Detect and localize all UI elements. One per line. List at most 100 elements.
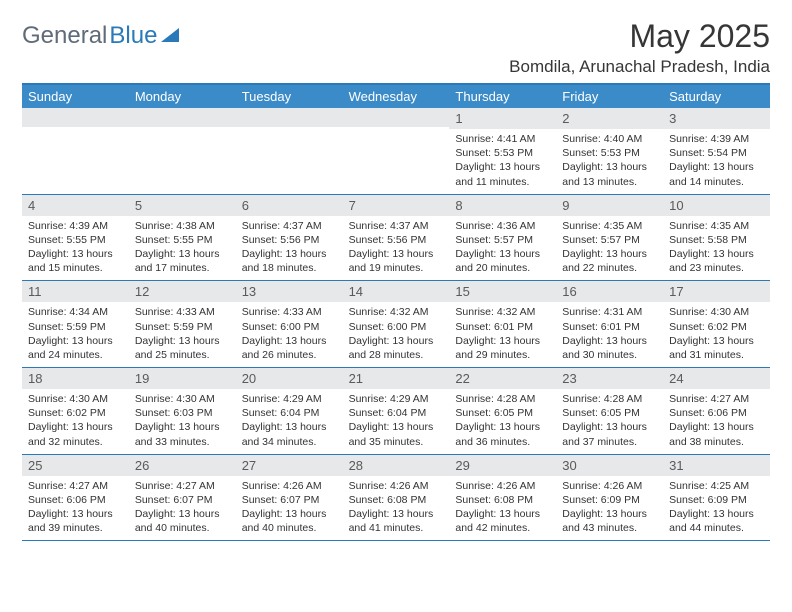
sunrise-text: Sunrise: 4:39 AM [669, 132, 764, 146]
day-number [129, 108, 236, 127]
daylight-text: Daylight: 13 hours and 22 minutes. [562, 247, 657, 275]
sunrise-text: Sunrise: 4:25 AM [669, 479, 764, 493]
sunset-text: Sunset: 6:00 PM [349, 320, 444, 334]
brand-part1: General [22, 22, 107, 50]
sunrise-text: Sunrise: 4:36 AM [455, 219, 550, 233]
day-cell: 27Sunrise: 4:26 AMSunset: 6:07 PMDayligh… [236, 455, 343, 541]
day-info: Sunrise: 4:26 AMSunset: 6:08 PMDaylight:… [449, 476, 556, 541]
sunrise-text: Sunrise: 4:34 AM [28, 305, 123, 319]
day-number: 7 [343, 195, 450, 216]
day-cell: 8Sunrise: 4:36 AMSunset: 5:57 PMDaylight… [449, 195, 556, 281]
weekday-label: Friday [556, 85, 663, 108]
daylight-text: Daylight: 13 hours and 24 minutes. [28, 334, 123, 362]
sunrise-text: Sunrise: 4:27 AM [669, 392, 764, 406]
sunrise-text: Sunrise: 4:26 AM [455, 479, 550, 493]
daylight-text: Daylight: 13 hours and 15 minutes. [28, 247, 123, 275]
week-row: 1Sunrise: 4:41 AMSunset: 5:53 PMDaylight… [22, 108, 770, 195]
daylight-text: Daylight: 13 hours and 26 minutes. [242, 334, 337, 362]
sunrise-text: Sunrise: 4:41 AM [455, 132, 550, 146]
weekday-header: Sunday Monday Tuesday Wednesday Thursday… [22, 85, 770, 108]
month-title: May 2025 [509, 18, 770, 55]
sunrise-text: Sunrise: 4:33 AM [242, 305, 337, 319]
day-cell: 22Sunrise: 4:28 AMSunset: 6:05 PMDayligh… [449, 368, 556, 454]
day-number: 16 [556, 281, 663, 302]
sunset-text: Sunset: 6:01 PM [562, 320, 657, 334]
day-info: Sunrise: 4:27 AMSunset: 6:06 PMDaylight:… [22, 476, 129, 541]
daylight-text: Daylight: 13 hours and 37 minutes. [562, 420, 657, 448]
sunrise-text: Sunrise: 4:38 AM [135, 219, 230, 233]
weekday-label: Thursday [449, 85, 556, 108]
sunrise-text: Sunrise: 4:35 AM [669, 219, 764, 233]
daylight-text: Daylight: 13 hours and 44 minutes. [669, 507, 764, 535]
day-cell: 3Sunrise: 4:39 AMSunset: 5:54 PMDaylight… [663, 108, 770, 194]
week-row: 18Sunrise: 4:30 AMSunset: 6:02 PMDayligh… [22, 368, 770, 455]
day-cell: 14Sunrise: 4:32 AMSunset: 6:00 PMDayligh… [343, 281, 450, 367]
sunset-text: Sunset: 5:53 PM [455, 146, 550, 160]
sunset-text: Sunset: 6:08 PM [455, 493, 550, 507]
sunrise-text: Sunrise: 4:29 AM [349, 392, 444, 406]
daylight-text: Daylight: 13 hours and 14 minutes. [669, 160, 764, 188]
day-number: 6 [236, 195, 343, 216]
day-cell: 4Sunrise: 4:39 AMSunset: 5:55 PMDaylight… [22, 195, 129, 281]
day-number: 3 [663, 108, 770, 129]
daylight-text: Daylight: 13 hours and 36 minutes. [455, 420, 550, 448]
day-cell: 20Sunrise: 4:29 AMSunset: 6:04 PMDayligh… [236, 368, 343, 454]
day-info: Sunrise: 4:36 AMSunset: 5:57 PMDaylight:… [449, 216, 556, 281]
sunset-text: Sunset: 6:05 PM [562, 406, 657, 420]
day-info: Sunrise: 4:40 AMSunset: 5:53 PMDaylight:… [556, 129, 663, 194]
sunset-text: Sunset: 6:02 PM [669, 320, 764, 334]
daylight-text: Daylight: 13 hours and 17 minutes. [135, 247, 230, 275]
day-info [236, 127, 343, 185]
day-cell: 23Sunrise: 4:28 AMSunset: 6:05 PMDayligh… [556, 368, 663, 454]
sunset-text: Sunset: 5:57 PM [562, 233, 657, 247]
day-number: 8 [449, 195, 556, 216]
day-info: Sunrise: 4:33 AMSunset: 5:59 PMDaylight:… [129, 302, 236, 367]
daylight-text: Daylight: 13 hours and 18 minutes. [242, 247, 337, 275]
sunset-text: Sunset: 5:59 PM [135, 320, 230, 334]
daylight-text: Daylight: 13 hours and 39 minutes. [28, 507, 123, 535]
sunrise-text: Sunrise: 4:30 AM [28, 392, 123, 406]
sunset-text: Sunset: 6:03 PM [135, 406, 230, 420]
day-number: 17 [663, 281, 770, 302]
day-number: 26 [129, 455, 236, 476]
sunrise-text: Sunrise: 4:27 AM [135, 479, 230, 493]
day-number: 19 [129, 368, 236, 389]
sunrise-text: Sunrise: 4:31 AM [562, 305, 657, 319]
day-info: Sunrise: 4:30 AMSunset: 6:02 PMDaylight:… [22, 389, 129, 454]
weekday-label: Tuesday [236, 85, 343, 108]
day-number: 2 [556, 108, 663, 129]
sunrise-text: Sunrise: 4:28 AM [562, 392, 657, 406]
sunrise-text: Sunrise: 4:32 AM [349, 305, 444, 319]
location-label: Bomdila, Arunachal Pradesh, India [509, 57, 770, 77]
day-info: Sunrise: 4:39 AMSunset: 5:54 PMDaylight:… [663, 129, 770, 194]
day-info: Sunrise: 4:38 AMSunset: 5:55 PMDaylight:… [129, 216, 236, 281]
daylight-text: Daylight: 13 hours and 38 minutes. [669, 420, 764, 448]
title-block: May 2025 Bomdila, Arunachal Pradesh, Ind… [509, 18, 770, 77]
day-number: 28 [343, 455, 450, 476]
day-cell: 19Sunrise: 4:30 AMSunset: 6:03 PMDayligh… [129, 368, 236, 454]
day-number: 30 [556, 455, 663, 476]
daylight-text: Daylight: 13 hours and 23 minutes. [669, 247, 764, 275]
sunrise-text: Sunrise: 4:30 AM [669, 305, 764, 319]
day-info: Sunrise: 4:32 AMSunset: 6:01 PMDaylight:… [449, 302, 556, 367]
sunset-text: Sunset: 6:06 PM [28, 493, 123, 507]
daylight-text: Daylight: 13 hours and 11 minutes. [455, 160, 550, 188]
day-cell: 24Sunrise: 4:27 AMSunset: 6:06 PMDayligh… [663, 368, 770, 454]
sunset-text: Sunset: 6:01 PM [455, 320, 550, 334]
day-cell [343, 108, 450, 194]
day-cell: 21Sunrise: 4:29 AMSunset: 6:04 PMDayligh… [343, 368, 450, 454]
day-cell: 28Sunrise: 4:26 AMSunset: 6:08 PMDayligh… [343, 455, 450, 541]
sunrise-text: Sunrise: 4:37 AM [242, 219, 337, 233]
sunrise-text: Sunrise: 4:39 AM [28, 219, 123, 233]
sunrise-text: Sunrise: 4:35 AM [562, 219, 657, 233]
day-info: Sunrise: 4:31 AMSunset: 6:01 PMDaylight:… [556, 302, 663, 367]
day-number [236, 108, 343, 127]
day-cell: 2Sunrise: 4:40 AMSunset: 5:53 PMDaylight… [556, 108, 663, 194]
day-cell: 26Sunrise: 4:27 AMSunset: 6:07 PMDayligh… [129, 455, 236, 541]
brand-part2: Blue [109, 22, 157, 50]
weekday-label: Wednesday [343, 85, 450, 108]
day-number: 10 [663, 195, 770, 216]
daylight-text: Daylight: 13 hours and 40 minutes. [242, 507, 337, 535]
daylight-text: Daylight: 13 hours and 25 minutes. [135, 334, 230, 362]
daylight-text: Daylight: 13 hours and 19 minutes. [349, 247, 444, 275]
